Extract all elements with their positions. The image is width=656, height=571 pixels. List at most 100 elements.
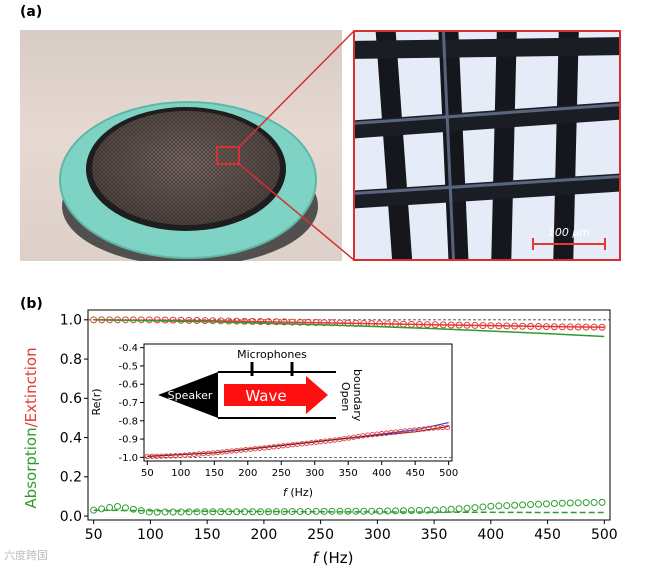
inset-x-tick-label: 200 [238, 468, 257, 479]
absorption-marker [90, 506, 98, 514]
wave-arrow [224, 376, 328, 414]
speaker [158, 372, 218, 418]
inset-x-tick-label: 400 [372, 468, 391, 479]
main-x-tick-label: 100 [137, 527, 164, 543]
absorption-marker [407, 507, 415, 515]
speaker-label: Speaker [168, 389, 213, 402]
absorption-marker [161, 508, 169, 516]
inset-y-tick-label: -1.0 [118, 453, 138, 464]
inset-axes: 50 100 150 200 250 300 350 400 450 500 -0.4 -0.5 -0.… [118, 343, 458, 479]
absorption-marker [384, 507, 392, 515]
main-axes: 50 100 150 200 250 300 350 400 450 500 0.0 0.2 0.4 0.… [60, 309, 618, 543]
panel-b-chart: 50 100 150 200 250 300 350 400 450 500 0.0 0.2 0.4 0.… [22, 309, 618, 567]
main-x-tick-label: 300 [364, 527, 391, 543]
absorption-marker [288, 508, 296, 516]
absorption-marker [582, 499, 590, 507]
absorption-marker [519, 501, 527, 509]
absorption-marker [574, 499, 582, 507]
absorption-marker [479, 503, 487, 511]
absorption-marker [304, 507, 312, 515]
zoom-connectors [238, 30, 355, 261]
main-x-tick-label: 400 [477, 527, 504, 543]
wave-label: Wave [245, 387, 286, 405]
absorption-marker [121, 504, 129, 512]
absorption-marker [423, 506, 431, 514]
main-x-tick-label: 500 [591, 527, 618, 543]
open-boundary-label-line2: boundary [351, 369, 364, 422]
absorption-marker [352, 507, 360, 515]
absorption-marker [415, 506, 423, 514]
absorption-marker [439, 506, 447, 514]
absorption-marker [241, 508, 249, 516]
inset-x-tick-label: 100 [171, 468, 190, 479]
absorption-marker [185, 508, 193, 516]
main-x-tick-label: 50 [85, 527, 103, 543]
sample-photo [20, 30, 342, 261]
main-x-tick-label: 200 [251, 527, 278, 543]
absorption-marker [264, 508, 272, 516]
absorption-marker [296, 508, 304, 516]
absorption-marker [336, 507, 344, 515]
absorption-marker [106, 503, 114, 511]
absorption-marker [455, 505, 463, 513]
absorption-marker [209, 508, 217, 516]
absorption-marker [201, 508, 209, 516]
absorption-fit-line [93, 319, 605, 338]
inset-xlabel: f (Hz) [283, 486, 313, 499]
absorption-marker [145, 508, 153, 516]
absorption-marker [471, 504, 479, 512]
absorption-marker [360, 507, 368, 515]
absorption-marker [312, 507, 320, 515]
absorption-marker [495, 502, 503, 510]
inset-y-tick-label: -0.9 [118, 435, 138, 446]
open-boundary-label-line1: Open [339, 382, 352, 411]
absorption-marker [463, 504, 471, 512]
absorption-marker [511, 501, 519, 509]
scale-bar-label: 100 μm [548, 226, 590, 239]
absorption-marker [503, 502, 511, 510]
absorption-marker [566, 499, 574, 507]
zoom-box [216, 146, 240, 165]
absorption-marker [535, 500, 543, 508]
absorption-marker [558, 499, 566, 507]
absorption-marker [392, 507, 400, 515]
absorption-marker [376, 507, 384, 515]
main-x-tick-label: 450 [534, 527, 561, 543]
absorption-marker [431, 506, 439, 514]
inset-y-tick-label: -0.4 [118, 343, 138, 354]
absorption-marker [344, 507, 352, 515]
inset-ylabel: Re(r) [90, 388, 103, 415]
absorption-marker [114, 502, 122, 510]
panel-b-label: (b) [20, 296, 43, 312]
microphones-label: Microphones [237, 348, 307, 361]
main-frame [87, 309, 611, 521]
inset-x-tick-label: 250 [272, 468, 291, 479]
absorption-marker [487, 502, 495, 510]
inset-y-tick-label: -0.7 [118, 398, 138, 409]
absorption-marker [98, 505, 106, 513]
absorption-marker [137, 507, 145, 515]
absorption-marker [249, 508, 257, 516]
impedance-tube-schematic: Speaker Microphones Wave Open boundary [158, 348, 364, 422]
main-y-tick-label: 0.2 [60, 470, 82, 486]
absorption-marker [272, 508, 280, 516]
absorption-marker [256, 508, 264, 516]
inset-x-tick-label: 150 [205, 468, 224, 479]
absorption-marker [225, 508, 233, 516]
panel-a-label: (a) [20, 4, 43, 20]
main-y-tick-label: 0.8 [60, 352, 82, 368]
mesh-wires-horizontal [355, 37, 619, 209]
inset-marker [444, 424, 450, 430]
mesh-wires-vertical [375, 32, 579, 259]
absorption-marker [542, 500, 550, 508]
main-y-tick-label: 0.6 [60, 391, 82, 407]
main-series [90, 316, 606, 516]
absorption-marker [233, 508, 241, 516]
absorption-marker [368, 507, 376, 515]
absorption-marker [399, 507, 407, 515]
main-xlabel: f (Hz) [313, 549, 354, 567]
main-y-tick-label: 0.0 [60, 509, 82, 525]
main-x-tick-label: 150 [194, 527, 221, 543]
absorption-marker [217, 508, 225, 516]
inset-x-tick-label: 450 [406, 468, 425, 479]
